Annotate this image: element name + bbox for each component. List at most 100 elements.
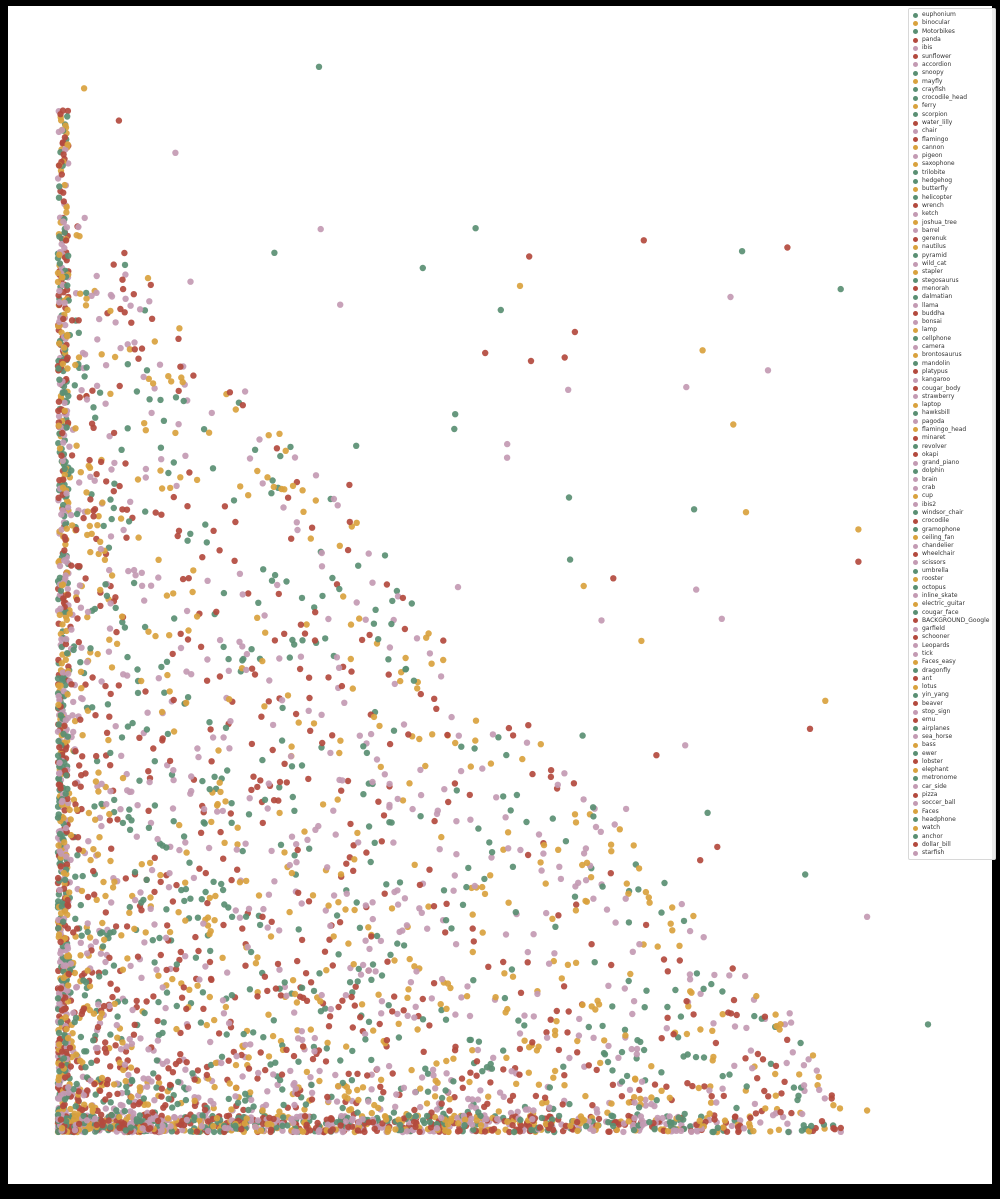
legend-label: airplanes <box>922 724 950 732</box>
scatter-point <box>583 859 591 866</box>
scatter-point <box>524 851 532 859</box>
scatter-point <box>57 605 64 612</box>
scatter-point <box>147 582 155 589</box>
scatter-point <box>276 430 283 437</box>
scatter-point <box>341 1093 348 1100</box>
scatter-point <box>197 643 205 650</box>
scatter-point <box>184 636 192 643</box>
legend-item: ferry <box>913 102 995 110</box>
scatter-point <box>730 421 737 428</box>
scatter-point <box>395 1034 403 1041</box>
legend-item: lamp <box>913 326 995 334</box>
scatter-point <box>503 751 510 759</box>
scatter-point <box>170 696 177 704</box>
scatter-point <box>82 681 89 688</box>
scatter-point <box>98 678 105 685</box>
scatter-point <box>106 566 113 574</box>
scatter-point <box>555 912 562 919</box>
scatter-point <box>640 237 647 244</box>
scatter-point <box>303 1068 311 1076</box>
scatter-point <box>112 1042 119 1049</box>
scatter-point <box>805 1128 813 1135</box>
scatter-point <box>557 875 565 883</box>
scatter-point <box>571 893 579 900</box>
scatter-point <box>90 1037 97 1044</box>
scatter-point <box>325 1023 333 1030</box>
scatter-point <box>450 1055 457 1062</box>
scatter-point <box>330 495 338 503</box>
scatter-point <box>319 592 326 600</box>
scatter-point <box>299 1128 307 1135</box>
scatter-point <box>163 966 170 974</box>
scatter-point <box>110 1081 118 1088</box>
scatter-point <box>349 989 356 996</box>
scatter-point <box>364 1072 371 1079</box>
scatter-point <box>164 671 171 679</box>
scatter-point <box>429 1066 437 1074</box>
scatter-point <box>117 806 124 813</box>
scatter-point <box>505 845 512 852</box>
legend-item: strawberry <box>913 393 995 401</box>
scatter-point <box>359 961 367 969</box>
scatter-point <box>469 1047 476 1054</box>
scatter-point <box>358 636 366 644</box>
scatter-point <box>342 906 349 913</box>
scatter-point <box>136 777 143 784</box>
scatter-point <box>487 760 495 767</box>
scatter-point <box>342 1118 350 1125</box>
scatter-point <box>211 1016 218 1024</box>
scatter-point <box>147 819 155 827</box>
legend-marker-icon <box>913 444 918 450</box>
scatter-point <box>585 1023 592 1031</box>
scatter-point <box>119 774 127 782</box>
scatter-point <box>731 1062 738 1070</box>
legend-marker-icon <box>913 460 918 466</box>
legend-marker-icon <box>913 543 918 549</box>
scatter-point <box>75 223 82 231</box>
legend-marker-icon <box>913 402 918 408</box>
scatter-point <box>286 861 293 869</box>
scatter-point <box>343 1083 351 1091</box>
scatter-point <box>697 857 704 864</box>
scatter-point <box>378 1010 385 1017</box>
legend-label: kangaroo <box>922 376 951 384</box>
scatter-point <box>537 859 544 866</box>
scatter-point <box>61 181 68 189</box>
scatter-point <box>630 842 637 849</box>
legend-item: chandelier <box>913 542 995 550</box>
scatter-point <box>438 833 445 841</box>
scatter-point <box>680 1116 687 1123</box>
scatter-point <box>337 1122 344 1129</box>
scatter-point <box>134 802 141 809</box>
scatter-point <box>709 1027 716 1034</box>
legend-marker-icon <box>913 178 918 184</box>
scatter-point <box>767 1128 774 1135</box>
scatter-point <box>281 983 289 991</box>
scatter-point <box>549 815 556 822</box>
scatter-point <box>173 961 180 968</box>
scatter-point <box>412 1123 419 1131</box>
scatter-point <box>61 471 68 478</box>
scatter-point <box>700 985 707 992</box>
scatter-point <box>71 1115 78 1122</box>
scatter-point <box>145 807 152 814</box>
scatter-point <box>225 655 232 663</box>
scatter-point <box>330 807 337 814</box>
scatter-point <box>202 888 209 896</box>
scatter-point <box>448 713 455 721</box>
scatter-point <box>55 365 62 372</box>
scatter-point <box>150 1070 157 1077</box>
scatter-point <box>98 1074 106 1082</box>
scatter-point <box>453 787 460 794</box>
scatter-point <box>158 1112 165 1120</box>
scatter-point <box>228 800 235 807</box>
scatter-point <box>426 650 434 657</box>
legend-marker-icon <box>913 278 918 284</box>
scatter-point <box>753 992 760 1000</box>
scatter-point <box>190 567 197 574</box>
scatter-point <box>551 950 558 957</box>
legend-label: ant <box>922 674 932 682</box>
scatter-point <box>752 1110 760 1117</box>
scatter-point <box>276 966 283 973</box>
scatter-point <box>772 1011 779 1018</box>
